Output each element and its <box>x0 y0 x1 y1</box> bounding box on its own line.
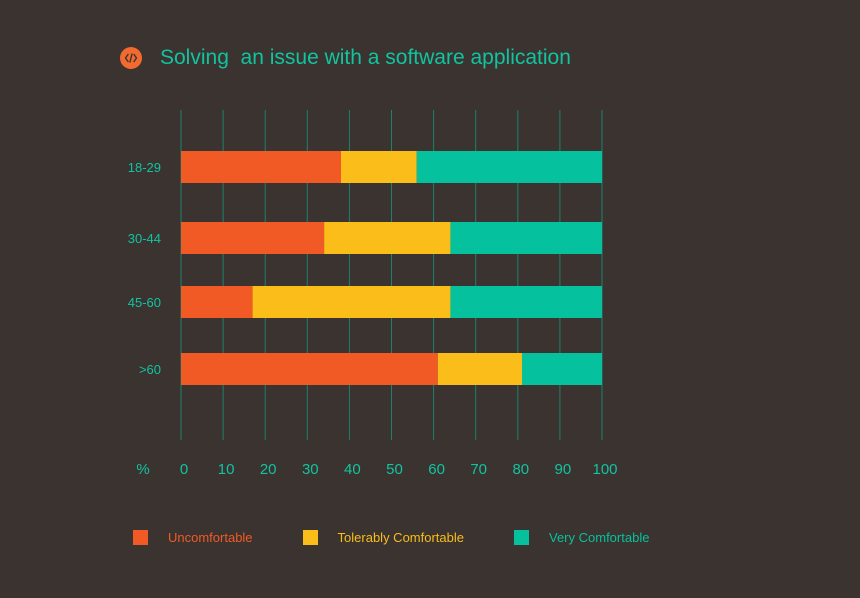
x-tick-label: 100 <box>592 461 617 478</box>
bar-segment <box>416 151 602 183</box>
legend-label: Very Comfortable <box>549 530 650 545</box>
bar-segment <box>181 151 341 183</box>
legend-item: Tolerably Comfortable <box>302 530 464 545</box>
category-label: 45-60 <box>128 295 161 310</box>
bar-segment <box>340 151 417 183</box>
bar-segment <box>450 286 602 318</box>
x-tick-label: 20 <box>260 461 277 478</box>
legend-label: Uncomfortable <box>168 530 253 545</box>
legend-item: Uncomfortable <box>133 530 253 545</box>
x-axis-label: % <box>136 461 149 478</box>
x-tick-label: 70 <box>470 461 487 478</box>
bar-segment <box>181 286 253 318</box>
x-tick-label: 80 <box>512 461 529 478</box>
category-label: 18-29 <box>128 160 161 175</box>
bar-segment <box>522 353 602 385</box>
category-label: >60 <box>139 362 161 377</box>
chart-title-text: Solving an issue with a software applica… <box>160 46 571 69</box>
bar-segment <box>450 222 602 254</box>
bar-segment <box>437 353 523 385</box>
bar-segment <box>181 353 438 385</box>
code-icon <box>120 47 142 69</box>
bar-segment <box>252 286 451 318</box>
bar-segment <box>324 222 451 254</box>
chart-title: Solving an issue with a software applica… <box>120 46 571 70</box>
x-tick-label: 30 <box>302 461 319 478</box>
legend-item: Very Comfortable <box>514 530 649 545</box>
legend-swatch <box>133 530 148 545</box>
x-tick-label: 50 <box>386 461 403 478</box>
bar-segment <box>181 222 325 254</box>
legend-swatch <box>514 530 529 545</box>
x-tick-label: 90 <box>555 461 572 478</box>
x-tick-label: 40 <box>344 461 361 478</box>
chart-legend: Uncomfortable Tolerably Comfortable Very C… <box>133 530 699 545</box>
x-tick-label: 10 <box>218 461 235 478</box>
legend-label: Tolerably Comfortable <box>337 530 464 545</box>
legend-swatch <box>302 530 318 545</box>
x-tick-label: 0 <box>180 461 188 478</box>
x-tick-label: 60 <box>428 461 445 478</box>
category-label: 30-44 <box>128 231 161 246</box>
